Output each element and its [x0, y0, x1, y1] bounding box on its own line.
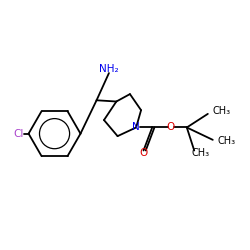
Text: O: O	[166, 122, 175, 132]
Text: CH₃: CH₃	[213, 106, 231, 117]
Text: NH₂: NH₂	[99, 64, 119, 74]
Text: CH₃: CH₃	[192, 148, 210, 158]
Text: N: N	[132, 122, 140, 132]
Text: Cl: Cl	[13, 129, 24, 139]
Text: CH₃: CH₃	[218, 136, 236, 146]
Text: O: O	[140, 148, 148, 158]
